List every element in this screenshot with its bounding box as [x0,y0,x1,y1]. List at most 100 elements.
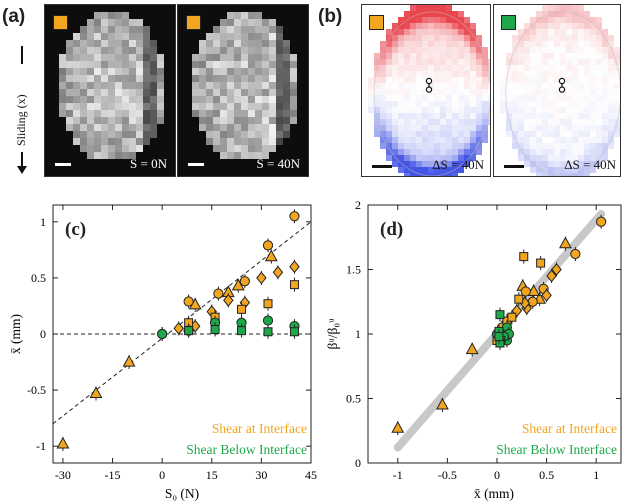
scale-bar [504,165,524,168]
x-tick-label: 45 [305,468,317,482]
marker-square [53,15,68,30]
data-point [536,258,546,268]
panel-letter: (d) [380,219,403,240]
y-tick-label: 1 [355,327,361,341]
y-tick-label: -0.5 [27,383,46,397]
marker-square [186,15,201,30]
scale-bar [188,163,204,166]
data-point [262,315,274,326]
panel-b-letter: (b) [318,6,343,27]
data-point [541,288,552,302]
x-tick-label: 0 [159,468,165,482]
sliding-label: Sliding (x) [14,94,28,146]
x-tick-label: 15 [206,468,218,482]
data-point [263,327,273,337]
series-square [184,322,299,339]
data-point [262,240,274,251]
data-point [527,284,541,297]
data-point [391,421,405,433]
data-point [465,342,479,355]
shear-field-texture [500,5,620,176]
data-point [546,269,557,283]
scale-bar [55,163,71,166]
chart-c: -30 -15 0 15 30 45 -1 -0.5 0 0.5 1 (c) Shear at Inte… [8,204,317,501]
marker-square [369,15,384,30]
data-point [173,322,184,335]
data-point [511,304,523,318]
data-point [289,211,300,222]
scale-bar [372,165,392,168]
data-point [122,354,136,367]
x-tick-label: -0.5 [438,468,457,482]
y-tick-label: -1 [36,439,46,453]
image-b-interface: ΔS = 40N [361,4,491,177]
x-tick-label: -30 [55,468,71,482]
data-point [157,328,168,340]
data-point [56,436,70,449]
image-a-s0: S = 0N [44,4,176,177]
data-point [551,263,562,276]
data-point [89,386,103,399]
sliding-axis-label: Sliding (x) [12,46,32,176]
data-point [239,276,250,287]
shear-field-texture [368,5,490,176]
data-point [519,252,529,262]
y-tick-label: 1.5 [346,263,361,277]
x-tick-label: 0 [494,468,500,482]
data-point [558,236,572,249]
data-point [494,332,504,342]
data-point [223,293,234,307]
x-tick-label: 0.5 [539,468,554,482]
image-b-below: ΔS = 40N [493,4,621,177]
data-point [213,288,224,299]
x-tick-label: 30 [255,468,267,482]
x-axis-label: S₀ (N) [165,486,199,501]
data-point [520,286,531,297]
image-caption: S = 40N [256,156,300,171]
vector-marker-icon [425,77,433,93]
data-point [184,326,194,336]
reference-line [52,221,312,425]
y-tick-label: 2 [355,198,361,212]
data-point [289,280,299,290]
data-point [507,312,517,322]
data-point [263,299,273,309]
data-point [256,271,267,285]
y-axis-label: x̄ (mm) [8,314,23,354]
data-point [272,265,284,279]
legend-below: Shear Below Interface [496,442,617,457]
panel-letter: (c) [65,219,86,240]
contact-image-texture [192,12,297,159]
series-square [494,307,506,351]
data-point [264,249,278,262]
data-point [210,325,220,335]
legend-interface: Shear at Interface [522,421,617,436]
data-point [237,326,247,336]
marker-square [501,15,516,30]
y-tick-label: 0 [40,327,46,341]
legend-interface: Shear at Interface [212,421,307,436]
image-caption: ΔS = 40N [564,157,616,172]
chart-d: -1 -0.5 0 0.5 1 0 0.5 1 1.5 2 (d) Shear at Interfac… [325,198,622,501]
data-point [570,248,581,260]
data-point [183,296,194,307]
data-point [435,397,449,410]
data-point [596,216,607,227]
y-tick-label: 0 [355,456,361,470]
y-tick-label: 1 [40,215,46,229]
series-triangle [56,249,278,451]
data-point [495,310,505,320]
series-diamond [173,259,300,336]
data-point [527,296,538,307]
data-point [514,294,524,304]
x-tick-label: 1 [593,468,599,482]
contact-image-texture [59,12,164,159]
image-caption: S = 0N [130,156,167,171]
y-tick-label: 0.5 [346,392,361,406]
data-point [289,260,300,274]
data-point [231,278,245,291]
panel-a-letter: (a) [2,6,26,27]
image-caption: ΔS = 40N [432,157,484,172]
data-point [289,327,299,337]
x-axis-label: x̄ (mm) [474,486,514,501]
